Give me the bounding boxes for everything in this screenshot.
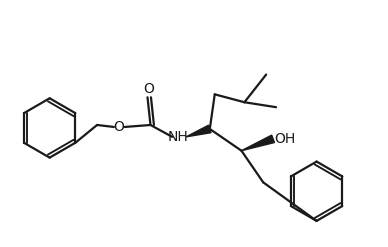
Text: O: O: [144, 82, 154, 96]
Text: NH: NH: [168, 130, 189, 144]
Polygon shape: [186, 125, 211, 137]
Polygon shape: [241, 135, 274, 151]
Text: OH: OH: [274, 132, 296, 146]
Text: O: O: [113, 120, 124, 134]
